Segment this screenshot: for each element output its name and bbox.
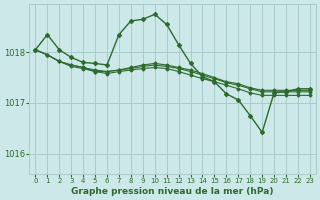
X-axis label: Graphe pression niveau de la mer (hPa): Graphe pression niveau de la mer (hPa) [71,187,274,196]
